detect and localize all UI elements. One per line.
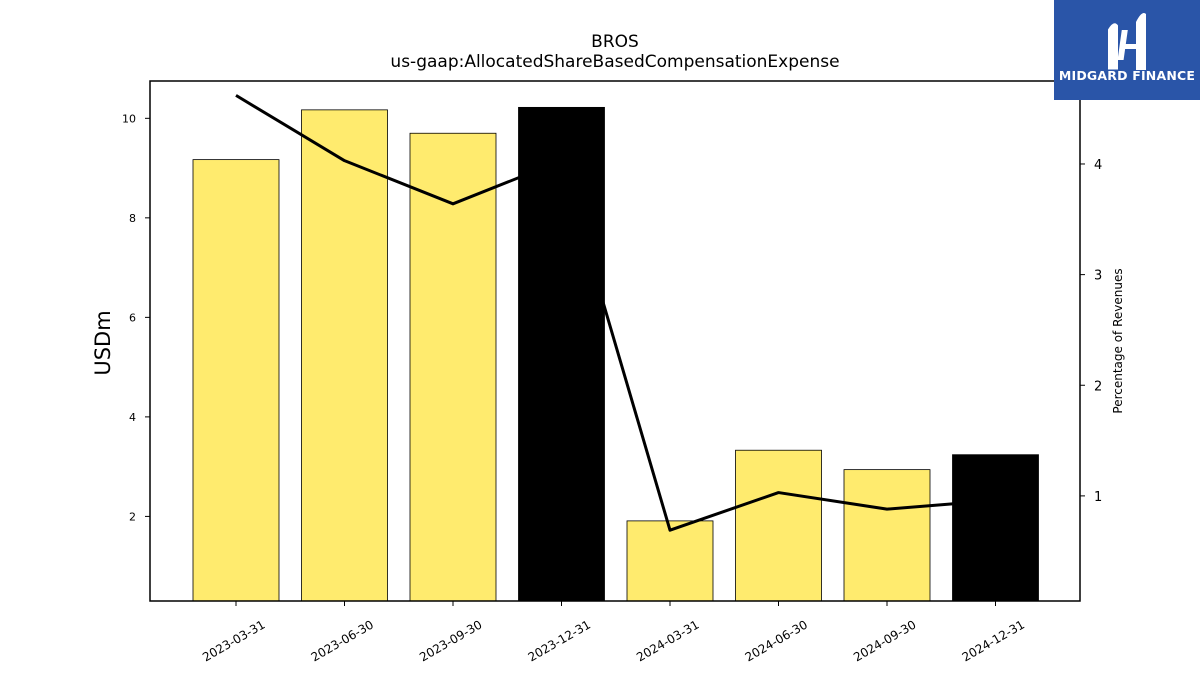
x-tick-label: 2024-03-31 (634, 617, 701, 664)
y-tick-label: 6 (129, 311, 136, 324)
x-tick-label: 2023-03-31 (200, 617, 267, 664)
logo-mark-icon (1108, 13, 1146, 70)
y-tick-label: 10 (122, 112, 136, 125)
y-axis-label: USDm (91, 310, 115, 375)
y2-axis-label: Percentage of Revenues (1111, 268, 1125, 413)
line-layer (235, 94, 996, 532)
y-tick-label: 2 (129, 510, 136, 523)
y2-tick-label: 3 (1094, 269, 1102, 284)
y2-tick-label: 1 (1094, 490, 1102, 505)
x-tick-label: 2023-09-30 (417, 617, 484, 664)
left-axis: 2 4 6 8 10 (122, 112, 150, 523)
bar-2023-03-31 (192, 159, 280, 602)
bar-2024-06-30 (735, 449, 822, 602)
x-tick-label: 2024-09-30 (851, 617, 918, 664)
bar-2024-09-30 (843, 469, 931, 602)
bar-2023-09-30 (409, 132, 497, 602)
right-axis: 1 2 3 4 (1080, 158, 1102, 505)
bar-2023-06-30 (301, 109, 388, 602)
x-tick-label: 2024-12-31 (960, 617, 1027, 664)
bar-2024-12-31 (952, 454, 1039, 602)
percentage-line (235, 94, 996, 532)
bar-2023-12-31 (518, 106, 605, 602)
midgard-finance-logo: MIDGARD FINANCE (1054, 0, 1200, 100)
y-tick-label: 8 (129, 212, 136, 225)
x-tick-label: 2023-12-31 (526, 617, 593, 664)
logo-text: MIDGARD FINANCE (1058, 68, 1196, 83)
plot-frame (149, 80, 1081, 602)
x-axis: 2023-03-31 2023-06-30 2023-09-30 2023-12-31… (200, 601, 1027, 664)
x-tick-label: 2024-06-30 (743, 617, 810, 664)
x-tick-label: 2023-06-30 (309, 617, 376, 664)
y-tick-label: 4 (129, 411, 136, 424)
bars-layer (192, 106, 1039, 602)
bar-2024-03-31 (626, 520, 714, 602)
chart-subtitle: us-gaap:AllocatedShareBasedCompensationE… (390, 52, 840, 72)
chart-title: BROS (591, 32, 639, 52)
y2-tick-label: 4 (1094, 158, 1102, 173)
y2-tick-label: 2 (1094, 379, 1102, 394)
